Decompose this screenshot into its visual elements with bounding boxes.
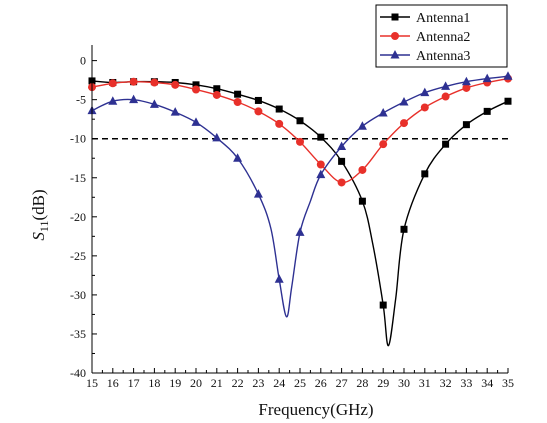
data-point-antenna1-10	[296, 117, 304, 125]
data-point-antenna3-17	[441, 81, 451, 90]
data-point-antenna1-20	[504, 97, 512, 105]
data-point-antenna1-18	[462, 121, 470, 129]
data-point-antenna2-10	[296, 137, 304, 146]
x-tick-label-29: 29	[377, 376, 389, 390]
y-axis-title: S11(dB)	[29, 189, 51, 240]
data-point-antenna1-11	[317, 133, 325, 141]
legend-marker-antenna2	[391, 32, 399, 40]
data-point-antenna1-5	[192, 81, 200, 89]
data-point-antenna2-14	[379, 140, 388, 149]
data-point-antenna3-12	[337, 141, 347, 151]
data-point-antenna1-15	[400, 225, 408, 233]
data-point-antenna2-18	[462, 83, 471, 92]
data-point-antenna3-8	[253, 189, 263, 198]
data-point-antenna3-20	[503, 71, 513, 80]
y-tick-label-0: 0	[80, 54, 86, 68]
y-tick-label--10: -10	[70, 132, 86, 146]
data-point-antenna1-14	[379, 301, 387, 309]
data-point-antenna3-10	[295, 227, 305, 236]
x-tick-label-20: 20	[190, 376, 202, 390]
data-point-antenna3-9	[274, 274, 284, 283]
legend-label-antenna2: Antenna2	[416, 30, 470, 45]
data-point-antenna2-15	[400, 119, 408, 128]
data-point-antenna2-9	[275, 119, 284, 128]
data-point-antenna1-8	[254, 96, 262, 104]
data-point-antenna3-2	[129, 94, 139, 104]
data-point-antenna2-5	[192, 85, 200, 94]
x-tick-label-28: 28	[356, 376, 368, 390]
x-tick-label-25: 25	[294, 376, 306, 390]
data-point-antenna3-14	[378, 107, 388, 117]
data-point-antenna1-7	[234, 90, 242, 98]
x-tick-label-16: 16	[107, 376, 119, 390]
data-point-antenna2-13	[358, 165, 367, 174]
y-tick-label--25: -25	[70, 249, 86, 263]
x-tick-label-22: 22	[232, 376, 244, 390]
data-point-antenna3-1	[108, 96, 118, 105]
y-tick-label--35: -35	[70, 327, 86, 341]
y-tick-label--20: -20	[70, 210, 86, 224]
y-axis-title-unit: (dB)	[29, 189, 48, 220]
x-axis-title: Frequency(GHz)	[258, 400, 373, 419]
data-point-antenna3-4	[170, 107, 180, 116]
data-point-antenna2-4	[171, 80, 180, 89]
x-tick-label-26: 26	[315, 376, 327, 390]
y-tick-label--30: -30	[70, 288, 86, 302]
data-point-antenna2-8	[254, 107, 263, 116]
x-tick-label-35: 35	[502, 376, 514, 390]
y-tick-label--5: -5	[76, 93, 86, 107]
data-point-antenna1-13	[358, 197, 366, 205]
x-tick-label-30: 30	[398, 376, 410, 390]
x-tick-label-21: 21	[211, 376, 223, 390]
data-point-antenna3-11	[316, 169, 326, 179]
data-point-antenna1-16	[421, 170, 429, 178]
data-point-antenna3-15	[399, 97, 409, 106]
legend-label-antenna3: Antenna3	[416, 49, 470, 64]
y-tick-label--15: -15	[70, 171, 86, 185]
data-point-antenna3-19	[482, 73, 492, 83]
data-point-antenna2-3	[150, 78, 159, 87]
y-axis-title-sub: 11	[37, 221, 51, 233]
data-point-antenna1-19	[483, 107, 491, 115]
y-axis-title-main: S	[29, 232, 48, 241]
x-tick-label-34: 34	[481, 376, 493, 390]
data-point-antenna2-1	[108, 79, 117, 88]
data-point-antenna3-13	[357, 121, 367, 130]
data-point-antenna2-17	[441, 92, 450, 101]
data-point-antenna3-18	[461, 76, 471, 86]
legend-label-antenna1: Antenna1	[416, 11, 470, 26]
data-point-antenna3-7	[233, 153, 243, 162]
data-point-antenna1-9	[275, 105, 283, 113]
x-tick-label-15: 15	[86, 376, 98, 390]
data-point-antenna3-16	[420, 87, 430, 97]
data-point-antenna2-7	[233, 98, 242, 107]
x-tick-label-31: 31	[419, 376, 431, 390]
x-tick-label-17: 17	[128, 376, 140, 390]
data-point-antenna1-6	[213, 85, 221, 93]
data-point-antenna1-12	[338, 157, 346, 165]
x-tick-label-19: 19	[169, 376, 181, 390]
legend-marker-antenna3	[390, 50, 400, 59]
data-point-antenna2-16	[420, 103, 429, 112]
x-tick-label-18: 18	[148, 376, 160, 390]
x-tick-label-33: 33	[460, 376, 472, 390]
data-point-antenna2-6	[212, 90, 221, 99]
x-tick-label-23: 23	[252, 376, 264, 390]
data-point-antenna3-5	[191, 117, 201, 126]
data-point-antenna2-2	[129, 77, 138, 86]
legend-marker-antenna1	[391, 13, 399, 21]
data-point-antenna1-17	[442, 140, 450, 148]
series-line-antenna3	[91, 75, 509, 318]
data-point-antenna2-11	[316, 160, 325, 169]
x-tick-label-24: 24	[273, 376, 285, 390]
x-tick-label-27: 27	[336, 376, 348, 390]
data-point-antenna3-6	[212, 132, 222, 142]
data-point-antenna3-3	[149, 99, 159, 108]
data-point-antenna2-12	[337, 178, 346, 187]
y-tick-label--40: -40	[70, 366, 86, 380]
x-tick-label-32: 32	[440, 376, 452, 390]
